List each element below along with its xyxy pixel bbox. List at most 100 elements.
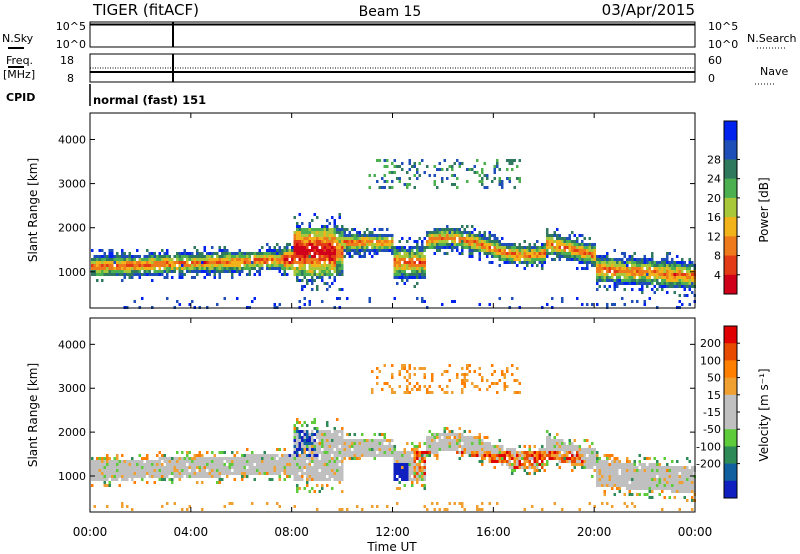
heatmap-cell	[473, 246, 476, 249]
heatmap-cell	[338, 240, 341, 243]
heatmap-cell	[571, 469, 574, 472]
heatmap-cell	[268, 249, 271, 252]
heatmap-cell	[271, 454, 274, 457]
heatmap-cell	[338, 469, 341, 472]
heatmap-cell	[661, 285, 664, 288]
heatmap-cell	[541, 252, 544, 255]
heatmap-cell	[531, 246, 534, 249]
heatmap-cell	[276, 267, 279, 270]
heatmap-cell	[103, 460, 106, 463]
heatmap-cell	[358, 240, 361, 243]
heatmap-cell	[196, 252, 199, 255]
heatmap-cell	[203, 475, 206, 478]
heatmap-cell	[408, 376, 411, 379]
heatmap-cell	[518, 451, 521, 454]
heatmap-cell	[158, 463, 161, 466]
heatmap-cell	[208, 252, 211, 255]
heatmap-cell	[468, 231, 471, 234]
heatmap-cell	[468, 445, 471, 448]
heatmap-cell	[151, 252, 154, 255]
heatmap-cell	[453, 228, 456, 231]
heatmap-cell	[158, 469, 161, 472]
heatmap-cell	[103, 484, 106, 487]
heatmap-cell	[608, 276, 611, 279]
heatmap-cell	[496, 457, 499, 460]
heatmap-cell	[128, 463, 131, 466]
heatmap-cell	[328, 231, 331, 234]
heatmap-cell	[278, 264, 281, 267]
heatmap-cell	[446, 243, 449, 246]
heatmap-cell	[256, 466, 259, 469]
heatmap-cell	[603, 460, 606, 463]
heatmap-cell	[331, 469, 334, 472]
heatmap-cell	[558, 460, 561, 463]
heatmap-cell	[386, 448, 389, 451]
heatmap-cell	[183, 466, 186, 469]
heatmap-cell	[548, 454, 551, 457]
heatmap-cell	[226, 457, 229, 460]
heatmap-cell	[536, 240, 539, 243]
heatmap-cell	[538, 457, 541, 460]
heatmap-cell	[406, 475, 409, 478]
heatmap-cell	[333, 463, 336, 466]
heatmap-cell	[211, 255, 214, 258]
heatmap-cell	[533, 246, 536, 249]
heatmap-cell	[303, 472, 306, 475]
heatmap-cell	[228, 261, 231, 264]
heatmap-cell	[671, 460, 674, 463]
heatmap-cell	[451, 445, 454, 448]
heatmap-cell	[681, 478, 684, 481]
heatmap-cell	[331, 255, 334, 258]
heatmap-cell	[651, 478, 654, 481]
heatmap-cell	[571, 451, 574, 454]
heatmap-cell	[588, 445, 591, 448]
heatmap-cell	[498, 451, 501, 454]
heatmap-cell	[258, 258, 261, 261]
heatmap-cell	[633, 267, 636, 270]
heatmap-cell	[221, 267, 224, 270]
heatmap-cell	[566, 237, 569, 240]
heatmap-cell	[688, 484, 691, 487]
heatmap-cell	[331, 249, 334, 252]
heatmap-cell	[571, 255, 574, 258]
heatmap-cell	[141, 261, 144, 264]
heatmap-cell	[661, 484, 664, 487]
heatmap-cell	[296, 252, 299, 255]
heatmap-cell	[433, 448, 436, 451]
heatmap-cell	[518, 177, 521, 180]
heatmap-cell	[506, 258, 509, 261]
heatmap-cell	[423, 475, 426, 478]
heatmap-cell	[306, 258, 309, 261]
heatmap-cell	[673, 261, 676, 264]
heatmap-cell	[501, 258, 504, 261]
heatmap-cell	[151, 466, 154, 469]
heatmap-cell	[308, 270, 311, 273]
heatmap-cell	[483, 445, 486, 448]
heatmap-cell	[353, 228, 356, 231]
heatmap-cell	[623, 276, 626, 279]
heatmap-cell	[278, 460, 281, 463]
heatmap-cell	[671, 282, 674, 285]
heatmap-cell	[613, 288, 616, 291]
heatmap-cell	[346, 448, 349, 451]
heatmap-cell	[396, 487, 399, 490]
heatmap-cell	[158, 264, 161, 267]
heatmap-cell	[328, 451, 331, 454]
heatmap-cell	[163, 466, 166, 469]
heatmap-cell	[636, 469, 639, 472]
heatmap-cell	[331, 243, 334, 246]
heatmap-cell	[216, 475, 219, 478]
heatmap-cell	[238, 255, 241, 258]
heatmap-cell	[326, 484, 329, 487]
heatmap-cell	[583, 454, 586, 457]
heatmap-cell	[433, 252, 436, 255]
heatmap-cell	[326, 439, 329, 442]
heatmap-cell	[656, 282, 659, 285]
heatmap-cell	[323, 240, 326, 243]
heatmap-cell	[361, 445, 364, 448]
heatmap-cell	[546, 237, 549, 240]
heatmap-cell	[276, 466, 279, 469]
heatmap-cell	[103, 472, 106, 475]
heatmap-cell	[346, 508, 349, 511]
